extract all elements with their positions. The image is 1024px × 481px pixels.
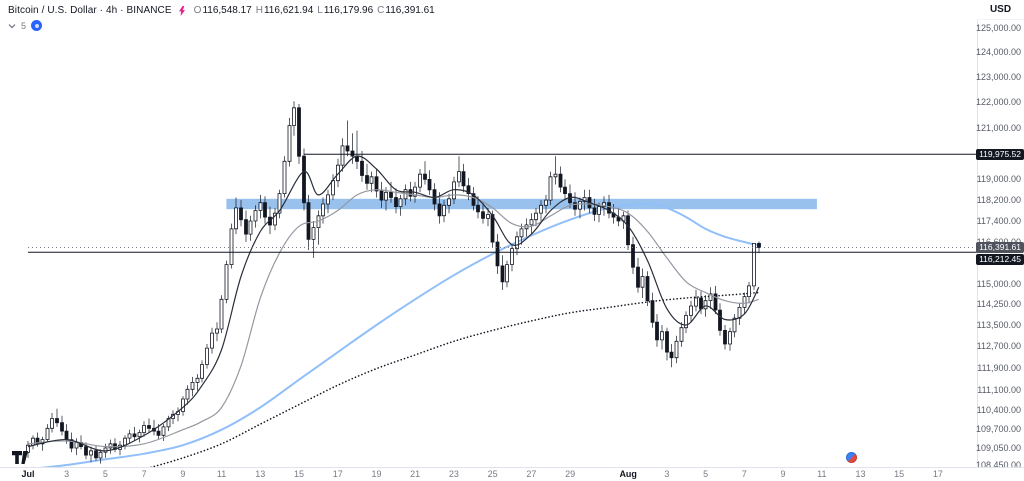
close-label: C: [377, 5, 385, 16]
time-tick: 21: [410, 469, 421, 479]
down-candles-layer: [35, 107, 761, 459]
time-tick: 17: [332, 469, 343, 479]
price-badge: 116,212.45: [976, 253, 1024, 265]
time-tick: 9: [180, 469, 186, 479]
time-tick: 11: [817, 469, 827, 479]
price-tick: 111,900.00: [977, 363, 1021, 374]
price-tick: 112,700.00: [976, 341, 1021, 352]
price-tick: 124,000.00: [975, 47, 1021, 58]
time-tick: 27: [526, 469, 537, 479]
time-tick: 25: [487, 469, 498, 479]
price-tick: 110,400.00: [976, 404, 1021, 415]
currency-toggle-button[interactable]: USD: [977, 0, 1024, 20]
time-tick: 19: [371, 469, 382, 479]
price-tick: 111,100.00: [977, 385, 1021, 396]
ma-long-blue: [39, 202, 760, 467]
time-axis[interactable]: Jul 3 5 7 9 11 13 15 17 19 21 23 25 27 29 Aug 3 5 7 9 11 13 15…: [0, 467, 1024, 481]
price-tick: 117,400.00: [976, 215, 1021, 226]
price-tick: 116,600.00: [977, 237, 1021, 248]
time-tick: 23: [448, 469, 459, 479]
price-tick: 122,000.00: [975, 97, 1021, 108]
time-tick: 7: [141, 469, 147, 479]
price-tick: 121,000.00: [975, 122, 1021, 133]
price-tick: 109,700.00: [975, 424, 1021, 435]
time-tick: 5: [102, 469, 108, 479]
ma-fast-black: [27, 155, 760, 452]
price-tick: 114,250.00: [976, 299, 1021, 310]
price-tick: 108,450.00: [975, 459, 1021, 470]
tradingview-logo[interactable]: [12, 451, 29, 470]
price-tick: 125,000.00: [975, 22, 1021, 33]
time-tick: 29: [565, 469, 576, 479]
chart-legend: Bitcoin / U.S. Dollar · 4h · BINANCE O11…: [8, 5, 435, 31]
time-tick: Jul: [21, 469, 35, 479]
symbol-title[interactable]: Bitcoin / U.S. Dollar · 4h · BINANCE: [8, 5, 172, 16]
price-axis[interactable]: 125,000.00 124,000.00 123,000.00 122,000.00…: [975, 0, 1024, 470]
time-tick: 11: [216, 469, 227, 479]
open-value: 116,548.17: [202, 5, 252, 16]
price-badge: 119,975.52: [976, 148, 1024, 160]
time-tick: 5: [703, 469, 709, 479]
price-tick: 118,200.00: [976, 194, 1021, 205]
time-tick: Aug: [619, 469, 637, 479]
indicator-row[interactable]: 5: [8, 20, 435, 31]
time-tick: 7: [741, 469, 747, 479]
price-tick: 115,000.00: [976, 279, 1021, 290]
high-value: 116,621.94: [263, 5, 314, 16]
chart-plot-area[interactable]: [0, 0, 977, 467]
price-tick: 109,050.00: [975, 442, 1021, 453]
blue-circle-icon[interactable]: [31, 20, 43, 31]
indicator-count: 5: [21, 20, 27, 31]
price-tick: 119,000.00: [976, 173, 1021, 184]
up-candles-layer: [26, 107, 756, 459]
time-tick: 15: [293, 469, 304, 479]
low-label: L: [317, 5, 323, 16]
close-value: 116,391.61: [385, 5, 435, 16]
lightning-icon[interactable]: [178, 5, 186, 16]
low-value: 116,179.96: [323, 5, 374, 16]
chevron-down-icon[interactable]: [8, 22, 16, 30]
two-tone-circle-sticker[interactable]: [846, 452, 857, 463]
time-tick: 15: [894, 469, 905, 479]
time-tick: 9: [780, 469, 786, 479]
price-tick: 113,500.00: [976, 319, 1021, 330]
time-tick: 13: [255, 469, 266, 479]
time-tick: 3: [64, 469, 70, 479]
price-tick: 123,000.00: [975, 72, 1021, 83]
symbol-row: Bitcoin / U.S. Dollar · 4h · BINANCE O11…: [8, 5, 435, 16]
resistance-zone[interactable]: [226, 198, 817, 210]
time-tick: 3: [664, 469, 670, 479]
ohlc-readout: O116,548.17 H116,621.94 L116,179.96 C116…: [194, 5, 435, 16]
ma-slow-gray: [27, 189, 759, 448]
ma-longest-dotted: [149, 291, 760, 467]
chart-canvas[interactable]: [0, 0, 977, 467]
time-tick: 13: [855, 469, 866, 479]
price-badge: 116,391.61: [976, 242, 1024, 253]
open-label: O: [193, 5, 202, 16]
high-label: H: [255, 5, 263, 16]
time-tick: 17: [932, 469, 943, 479]
